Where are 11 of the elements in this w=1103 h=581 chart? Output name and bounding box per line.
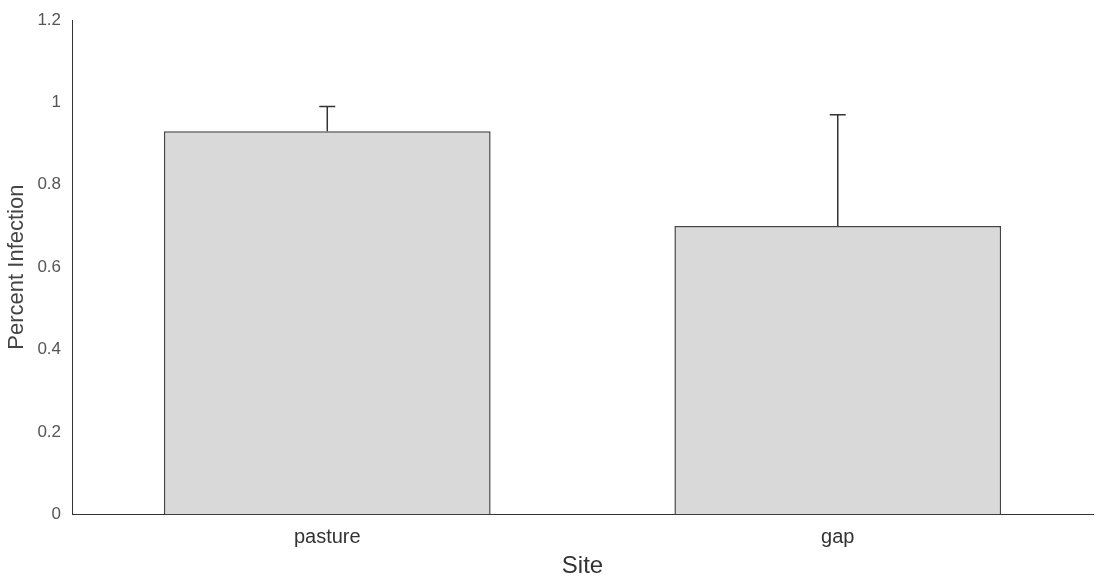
x-tick-label: pasture (293, 524, 361, 547)
y-tick-label: 0.8 (37, 174, 62, 194)
x-tick-label: gap (821, 524, 855, 547)
y-tick-label: 0.6 (37, 256, 62, 276)
y-axis-title: Percent Infection (3, 184, 29, 350)
x-axis-title: Site (561, 551, 604, 579)
y-tick-label: 0 (51, 503, 62, 523)
y-tick-label: 1 (51, 92, 62, 112)
y-tick-label: 1.2 (37, 9, 62, 29)
y-tick-label: 0.2 (37, 421, 62, 441)
y-tick-label: 0.4 (37, 339, 62, 359)
